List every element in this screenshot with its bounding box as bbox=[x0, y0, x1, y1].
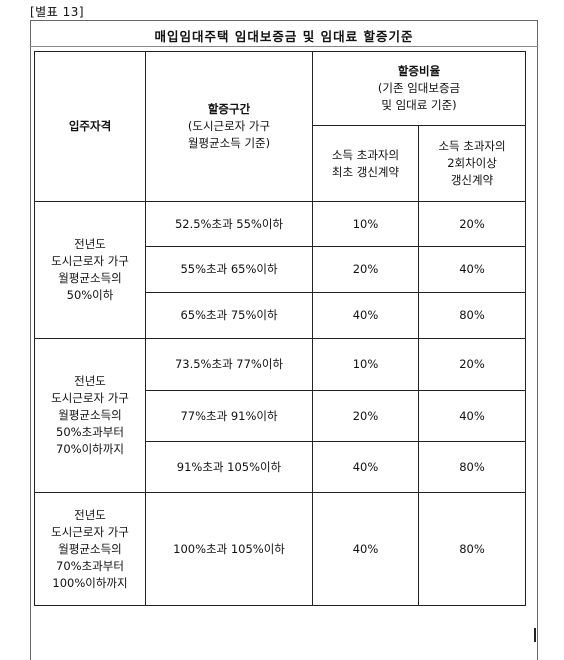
range-cell: 55%초과 65%이하 bbox=[145, 246, 313, 293]
qualification-line: 월평균소득의 bbox=[58, 541, 122, 556]
qualification-line: 100%이하까지 bbox=[52, 575, 128, 590]
header-range-sub-1: (도시근로자 가구 bbox=[187, 119, 271, 133]
qualification-group-1: 전년도 도시근로자 가구 월평균소득의 50%이하 bbox=[34, 201, 146, 339]
second-rate-cell: 80% bbox=[417, 441, 527, 493]
header-second-renewal: 소득 초과자의 2회차이상 갱신계약 bbox=[417, 125, 527, 202]
second-rate-cell: 40% bbox=[417, 246, 527, 293]
header-first-renewal: 소득 초과자의 최초 갱신계약 bbox=[312, 125, 419, 202]
header-qualification: 입주자격 bbox=[34, 51, 146, 202]
page-frame bbox=[30, 20, 538, 660]
text-cursor-mark bbox=[534, 628, 536, 642]
second-rate-cell: 80% bbox=[417, 292, 527, 339]
header-range-title: 할증구간 bbox=[207, 102, 251, 116]
header-second-renewal-line-3: 갱신계약 bbox=[450, 173, 494, 187]
title-divider bbox=[30, 46, 538, 47]
qualification-line: 70%이하까지 bbox=[56, 442, 124, 456]
qualification-line: 전년도 bbox=[74, 374, 106, 388]
qualification-line: 월평균소득의 bbox=[58, 408, 122, 422]
first-rate-cell: 20% bbox=[312, 246, 419, 293]
document-title: 매입임대주택 임대보증금 및 임대료 할증기준 bbox=[154, 29, 414, 44]
first-rate-cell: 10% bbox=[312, 338, 419, 391]
header-rate-sub-2: 및 임대료 기준) bbox=[381, 98, 457, 112]
qualification-line: 도시근로자 가구 bbox=[51, 254, 129, 268]
first-rate-cell: 40% bbox=[312, 492, 419, 606]
qualification-group-2: 전년도 도시근로자 가구 월평균소득의 50%초과부터 70%이하까지 bbox=[34, 338, 146, 493]
range-cell: 52.5%초과 55%이하 bbox=[145, 201, 313, 247]
header-second-renewal-line-2: 2회차이상 bbox=[447, 156, 497, 170]
range-cell: 100%초과 105%이하 bbox=[145, 492, 313, 606]
qualification-line: 월평균소득의 bbox=[58, 271, 122, 285]
range-cell: 77%초과 91%이하 bbox=[145, 390, 313, 442]
second-rate-cell: 80% bbox=[417, 492, 527, 606]
second-rate-cell: 20% bbox=[417, 338, 527, 391]
header-rate-sub-1: (기존 임대보증금 bbox=[377, 81, 461, 95]
range-cell: 91%초과 105%이하 bbox=[145, 441, 313, 493]
attachment-label: [별표 13] bbox=[30, 5, 85, 19]
surcharge-table: 입주자격 할증구간 (도시근로자 가구 월평균소득 기준) 할증비율 (기존 임… bbox=[34, 51, 527, 606]
qualification-line: 도시근로자 가구 bbox=[51, 524, 129, 539]
qualification-line: 전년도 bbox=[74, 507, 106, 522]
first-rate-cell: 10% bbox=[312, 201, 419, 247]
header-rate-title: 할증비율 bbox=[397, 64, 441, 78]
header-first-renewal-line-2: 최초 갱신계약 bbox=[331, 164, 400, 179]
qualification-line: 70%초과부터 bbox=[56, 558, 124, 573]
header-second-renewal-line-1: 소득 초과자의 bbox=[438, 139, 506, 153]
range-cell: 65%초과 75%이하 bbox=[145, 292, 313, 339]
second-rate-cell: 20% bbox=[417, 201, 527, 247]
qualification-line: 도시근로자 가구 bbox=[51, 391, 129, 405]
header-rate: 할증비율 (기존 임대보증금 및 임대료 기준) bbox=[311, 51, 527, 126]
qualification-line: 50%초과부터 bbox=[56, 425, 124, 439]
first-rate-cell: 40% bbox=[312, 292, 419, 339]
first-rate-cell: 20% bbox=[312, 390, 419, 442]
range-cell: 73.5%초과 77%이하 bbox=[145, 338, 313, 391]
qualification-group-3: 전년도 도시근로자 가구 월평균소득의 70%초과부터 100%이하까지 bbox=[34, 492, 146, 606]
second-rate-cell: 40% bbox=[417, 390, 527, 442]
qualification-line: 전년도 bbox=[74, 237, 106, 251]
first-rate-cell: 40% bbox=[312, 441, 419, 493]
qualification-line: 50%이하 bbox=[66, 288, 114, 302]
header-range-sub-2: 월평균소득 기준) bbox=[187, 136, 271, 150]
header-first-renewal-line-1: 소득 초과자의 bbox=[331, 147, 400, 162]
header-range: 할증구간 (도시근로자 가구 월평균소득 기준) bbox=[145, 51, 313, 202]
